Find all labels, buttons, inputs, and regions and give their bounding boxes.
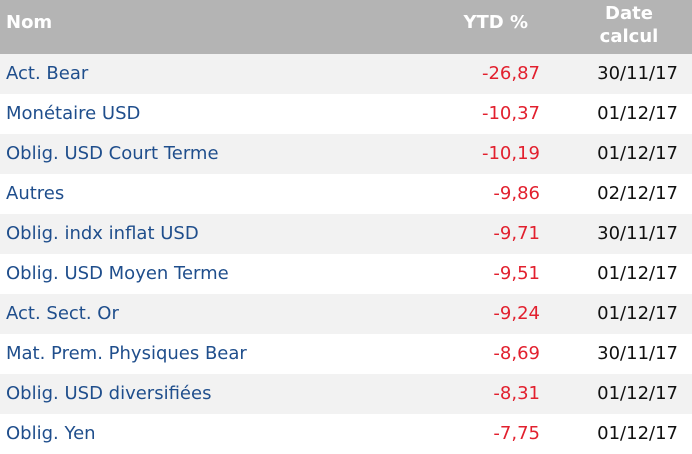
fund-name: Oblig. USD diversifiées [6,383,212,404]
fund-name: Oblig. USD Moyen Terme [6,263,229,284]
fund-name: Monétaire USD [6,103,141,124]
table-header: Nom YTD % Date calcul [0,0,692,54]
table-row: Monétaire USD -10,37 01/12/17 [0,94,692,134]
calc-date: 30/11/17 [597,343,678,364]
fund-name: Oblig. Yen [6,423,96,444]
ytd-value: -9,71 [493,223,540,244]
fund-name: Autres [6,183,65,204]
ytd-value: -9,86 [493,183,540,204]
calc-date: 01/12/17 [597,143,678,164]
ytd-value: -10,19 [481,143,540,164]
fund-name: Mat. Prem. Physiques Bear [6,343,247,364]
ytd-value: -7,75 [493,423,540,444]
column-header: YTD % [463,12,528,33]
table-row: Act. Bear -26,87 30/11/17 [0,54,692,94]
column-header: Date calcul [599,3,659,47]
ytd-value: -8,31 [493,383,540,404]
table-row: Oblig. indx inflat USD -9,71 30/11/17 [0,214,692,254]
table-row: Oblig. USD Court Terme -10,19 01/12/17 [0,134,692,174]
calc-date: 02/12/17 [597,183,678,204]
table-row: Autres -9,86 02/12/17 [0,174,692,214]
ytd-value: -8,69 [493,343,540,364]
table-row: Act. Sect. Or -9,24 01/12/17 [0,294,692,334]
fund-name: Oblig. USD Court Terme [6,143,219,164]
calc-date: 01/12/17 [597,383,678,404]
calc-date: 01/12/17 [597,103,678,124]
column-header: Nom [6,12,53,33]
calc-date: 30/11/17 [597,223,678,244]
ytd-value: -26,87 [481,63,540,84]
calc-date: 01/12/17 [597,263,678,284]
table-row: Mat. Prem. Physiques Bear -8,69 30/11/17 [0,334,692,374]
calc-date: 01/12/17 [597,303,678,324]
table-row: Oblig. USD Moyen Terme -9,51 01/12/17 [0,254,692,294]
table-row: Oblig. USD diversifiées -8,31 01/12/17 [0,374,692,414]
fund-name: Act. Bear [6,63,89,84]
fund-name: Oblig. indx inflat USD [6,223,199,244]
ytd-value: -10,37 [481,103,540,124]
calc-date: 01/12/17 [597,423,678,444]
table-row: Oblig. Yen -7,75 01/12/17 [0,414,692,454]
fund-name: Act. Sect. Or [6,303,119,324]
ytd-value: -9,51 [493,263,540,284]
calc-date: 30/11/17 [597,63,678,84]
ytd-value: -9,24 [493,303,540,324]
